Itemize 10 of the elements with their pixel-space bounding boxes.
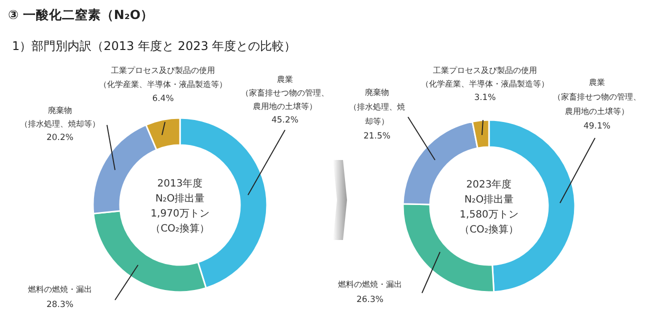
text: N₂O排出量 — [464, 194, 514, 206]
text: 1,970万トン — [150, 208, 210, 220]
text: 2023年度 — [466, 178, 512, 190]
chart-title: ③ 一酸化二窒素（N₂O） — [8, 7, 154, 22]
text: N₂O排出量 — [155, 192, 205, 204]
text: 2013年度 — [157, 178, 203, 190]
text: （CO₂換算） — [150, 222, 210, 234]
chart-subtitle: 1）部門別内訳（2013 年度と 2023 年度との比較） — [12, 39, 296, 53]
text: 1,580万トン — [460, 210, 518, 220]
text: （CO₂換算） — [460, 224, 518, 236]
